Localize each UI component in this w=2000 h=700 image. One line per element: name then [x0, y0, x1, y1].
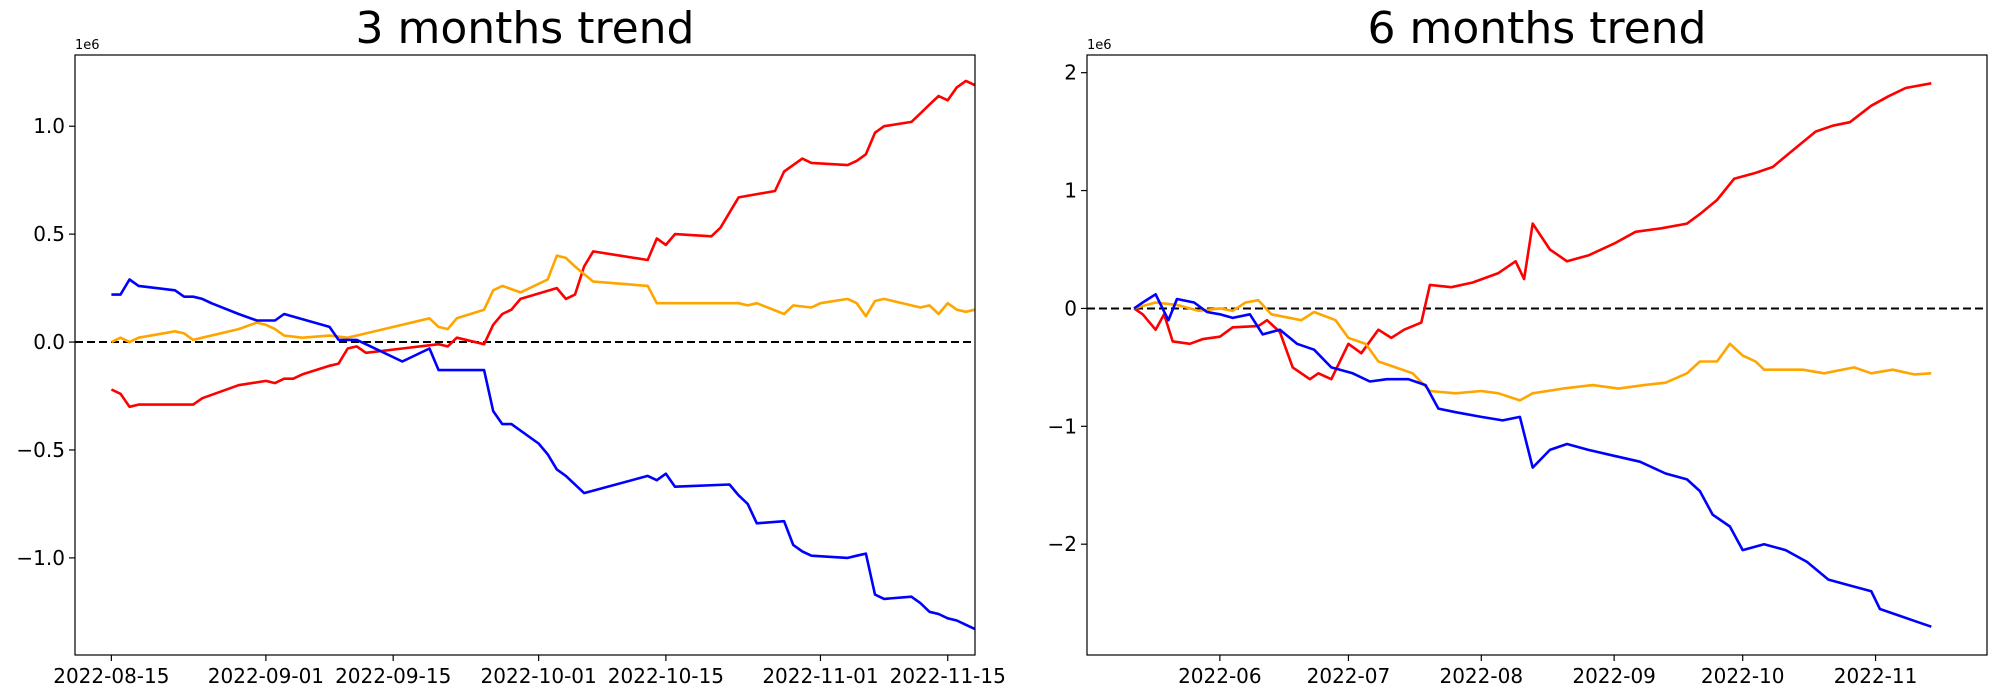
x-tick-label: 2022-10-15: [608, 664, 724, 688]
x-tick-label: 2022-07: [1307, 664, 1391, 688]
x-tick-label: 2022-11: [1834, 664, 1918, 688]
x-tick-label: 2022-10: [1701, 664, 1785, 688]
series-line-3: [1133, 293, 1932, 628]
series-line-3: [111, 278, 976, 631]
series-line-2: [1133, 298, 1932, 402]
x-tick-label: 2022-09: [1572, 664, 1656, 688]
y-tick-label: −0.5: [16, 438, 65, 462]
x-tick-label: 2022-11-15: [890, 664, 1006, 688]
chart-title: 6 months trend: [1368, 3, 1707, 54]
x-tick-label: 2022-08: [1439, 664, 1523, 688]
x-tick-label: 2022-11-01: [762, 664, 878, 688]
chart-title: 3 months trend: [356, 3, 695, 54]
y-tick-label: 1.0: [33, 114, 65, 138]
y-tick-label: −1: [1048, 414, 1077, 438]
y-tick-label: 2: [1064, 61, 1077, 85]
x-tick-label: 2022-08-15: [53, 664, 169, 688]
chart-6-months: 6 months trend 1e6 −2 −1 0 1 2 2022-06 2022-07 20…: [1048, 3, 1988, 688]
y-scale-label: 1e6: [1087, 38, 1112, 53]
x-tick-label: 2022-09-15: [335, 664, 451, 688]
y-tick-label: −1.0: [16, 546, 65, 570]
x-tick-label: 2022-10-01: [481, 664, 597, 688]
y-tick-label: 0.5: [33, 222, 65, 246]
x-tick-label: 2022-06: [1178, 664, 1262, 688]
y-tick-label: 0.0: [33, 330, 65, 354]
y-scale-label: 1e6: [75, 38, 100, 53]
y-tick-label: −2: [1048, 532, 1077, 556]
plot-frame: [1086, 54, 1988, 656]
series-line-1: [110, 79, 976, 409]
y-tick-label: 1: [1064, 179, 1077, 203]
y-tick-label: 0: [1064, 296, 1077, 320]
plot-frame: [74, 54, 976, 656]
series-line-2: [110, 254, 976, 344]
chart-3-months: 3 months trend 1e6 −1.0 −0.5 0.0 0.5 1.0 2022-0…: [16, 3, 1005, 688]
x-tick-label: 2022-09-01: [208, 664, 324, 688]
series-line-1: [1133, 82, 1932, 381]
